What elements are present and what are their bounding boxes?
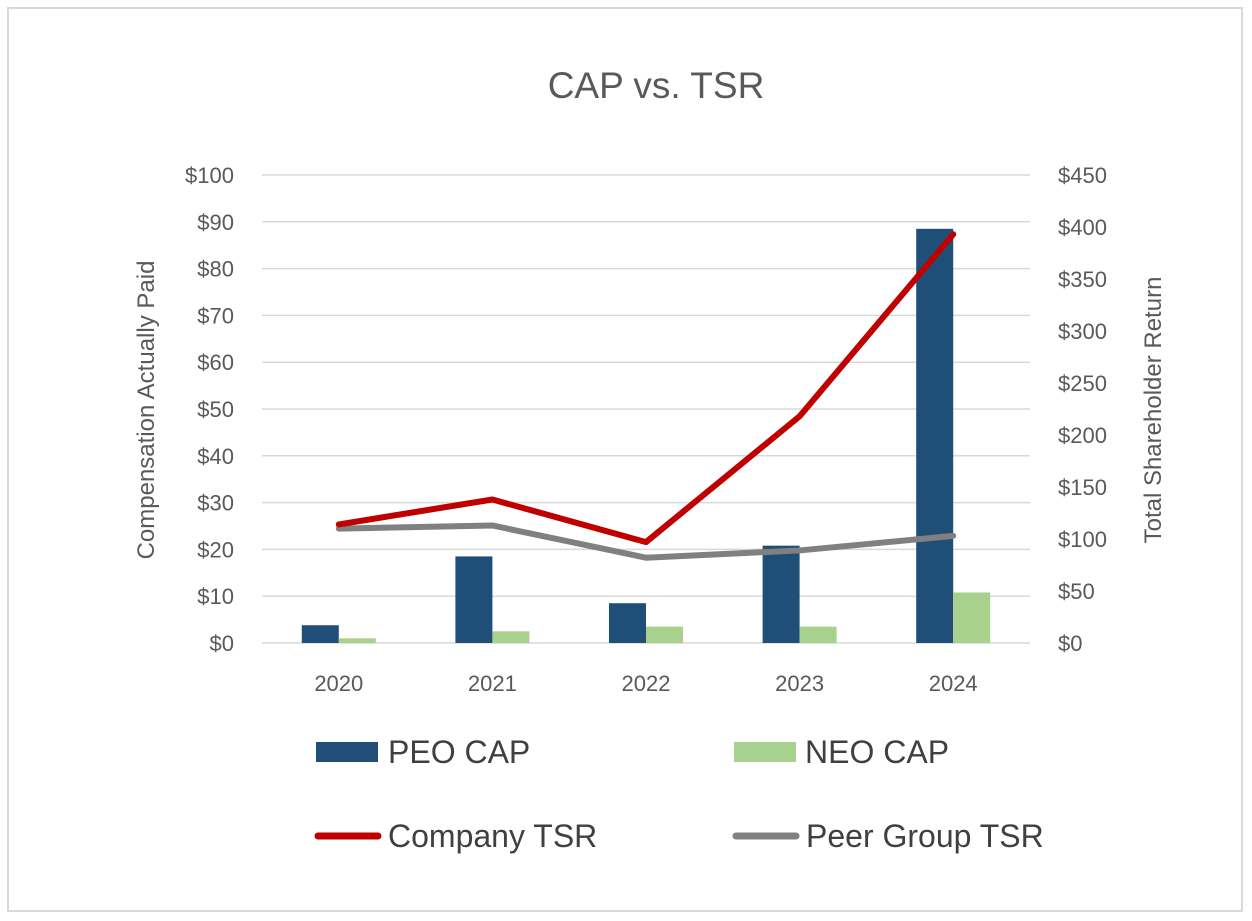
x-tick-label: 2020: [314, 671, 363, 696]
x-tick-label: 2021: [468, 671, 517, 696]
left-tick-label: $40: [197, 444, 234, 469]
gridlines: [262, 174, 1030, 644]
x-tick-label: 2024: [929, 671, 978, 696]
bar-neo-cap: [338, 638, 376, 643]
right-tick-label: $350: [1058, 267, 1107, 292]
legend-item-neo-cap: NEO CAP: [734, 734, 949, 770]
bar-neo-cap: [492, 631, 530, 643]
bar-peo-cap: [916, 228, 954, 643]
right-axis-title: Total Shareholder Return: [1140, 277, 1167, 544]
right-tick-label: $400: [1058, 215, 1107, 240]
legend-label-neo-cap: NEO CAP: [805, 734, 949, 770]
legend-swatch-neo-cap: [734, 742, 796, 762]
left-tick-label: $60: [197, 350, 234, 375]
bars: [301, 228, 991, 643]
right-tick-label: $100: [1058, 527, 1107, 552]
bar-neo-cap: [799, 626, 837, 643]
lines: [335, 231, 957, 561]
left-tick-label: $90: [197, 210, 234, 235]
legend-item-company-tsr: Company TSR: [314, 818, 597, 854]
x-tick-label: 2023: [775, 671, 824, 696]
legend-label-peer-group-tsr: Peer Group TSR: [806, 818, 1044, 854]
left-tick-label: $70: [197, 303, 234, 328]
legend-item-peo-cap: PEO CAP: [316, 734, 530, 770]
legend-swatch-peo-cap: [316, 742, 378, 762]
left-tick-label: $80: [197, 257, 234, 282]
right-tick-label: $150: [1058, 475, 1107, 500]
right-tick-label: $300: [1058, 319, 1107, 344]
line-company-tsr: [335, 231, 957, 546]
chart-title: CAP vs. TSR: [548, 65, 765, 106]
bar-neo-cap: [646, 626, 683, 643]
left-tick-label: $20: [197, 537, 234, 562]
left-axis-ticks: $0 $10 $20 $30 $40 $50 $60 $70 $80 $90 $100: [185, 163, 234, 656]
legend-label-peo-cap: PEO CAP: [388, 734, 530, 770]
bar-peo-cap: [762, 545, 800, 643]
right-tick-label: $200: [1058, 423, 1107, 448]
right-axis-ticks: $0 $50 $100 $150 $200 $250 $300 $350 $400 $450: [1058, 163, 1107, 656]
left-tick-label: $100: [185, 163, 234, 188]
right-tick-label: $0: [1058, 631, 1082, 656]
left-tick-label: $50: [197, 397, 234, 422]
x-axis-ticks: 2020 2021 2022 2023 2024: [314, 671, 977, 696]
bar-peo-cap: [301, 625, 339, 643]
left-tick-label: $10: [197, 584, 234, 609]
right-tick-label: $250: [1058, 371, 1107, 396]
legend-label-company-tsr: Company TSR: [388, 818, 597, 854]
bar-peo-cap: [609, 603, 646, 643]
bar-peo-cap: [455, 556, 493, 643]
left-tick-label: $30: [197, 491, 234, 516]
legend-item-peer-group-tsr: Peer Group TSR: [732, 818, 1044, 854]
line-peer-group-tsr: [335, 522, 957, 561]
right-tick-label: $450: [1058, 163, 1107, 188]
chart-frame: [7, 7, 1243, 912]
right-tick-label: $50: [1058, 579, 1095, 604]
bar-neo-cap: [953, 592, 991, 643]
left-axis-title: Compensation Actually Paid: [133, 261, 160, 560]
x-tick-label: 2022: [622, 671, 671, 696]
legend: PEO CAP NEO CAP Company TSR Peer Group T…: [314, 734, 1044, 854]
left-tick-label: $0: [210, 631, 234, 656]
